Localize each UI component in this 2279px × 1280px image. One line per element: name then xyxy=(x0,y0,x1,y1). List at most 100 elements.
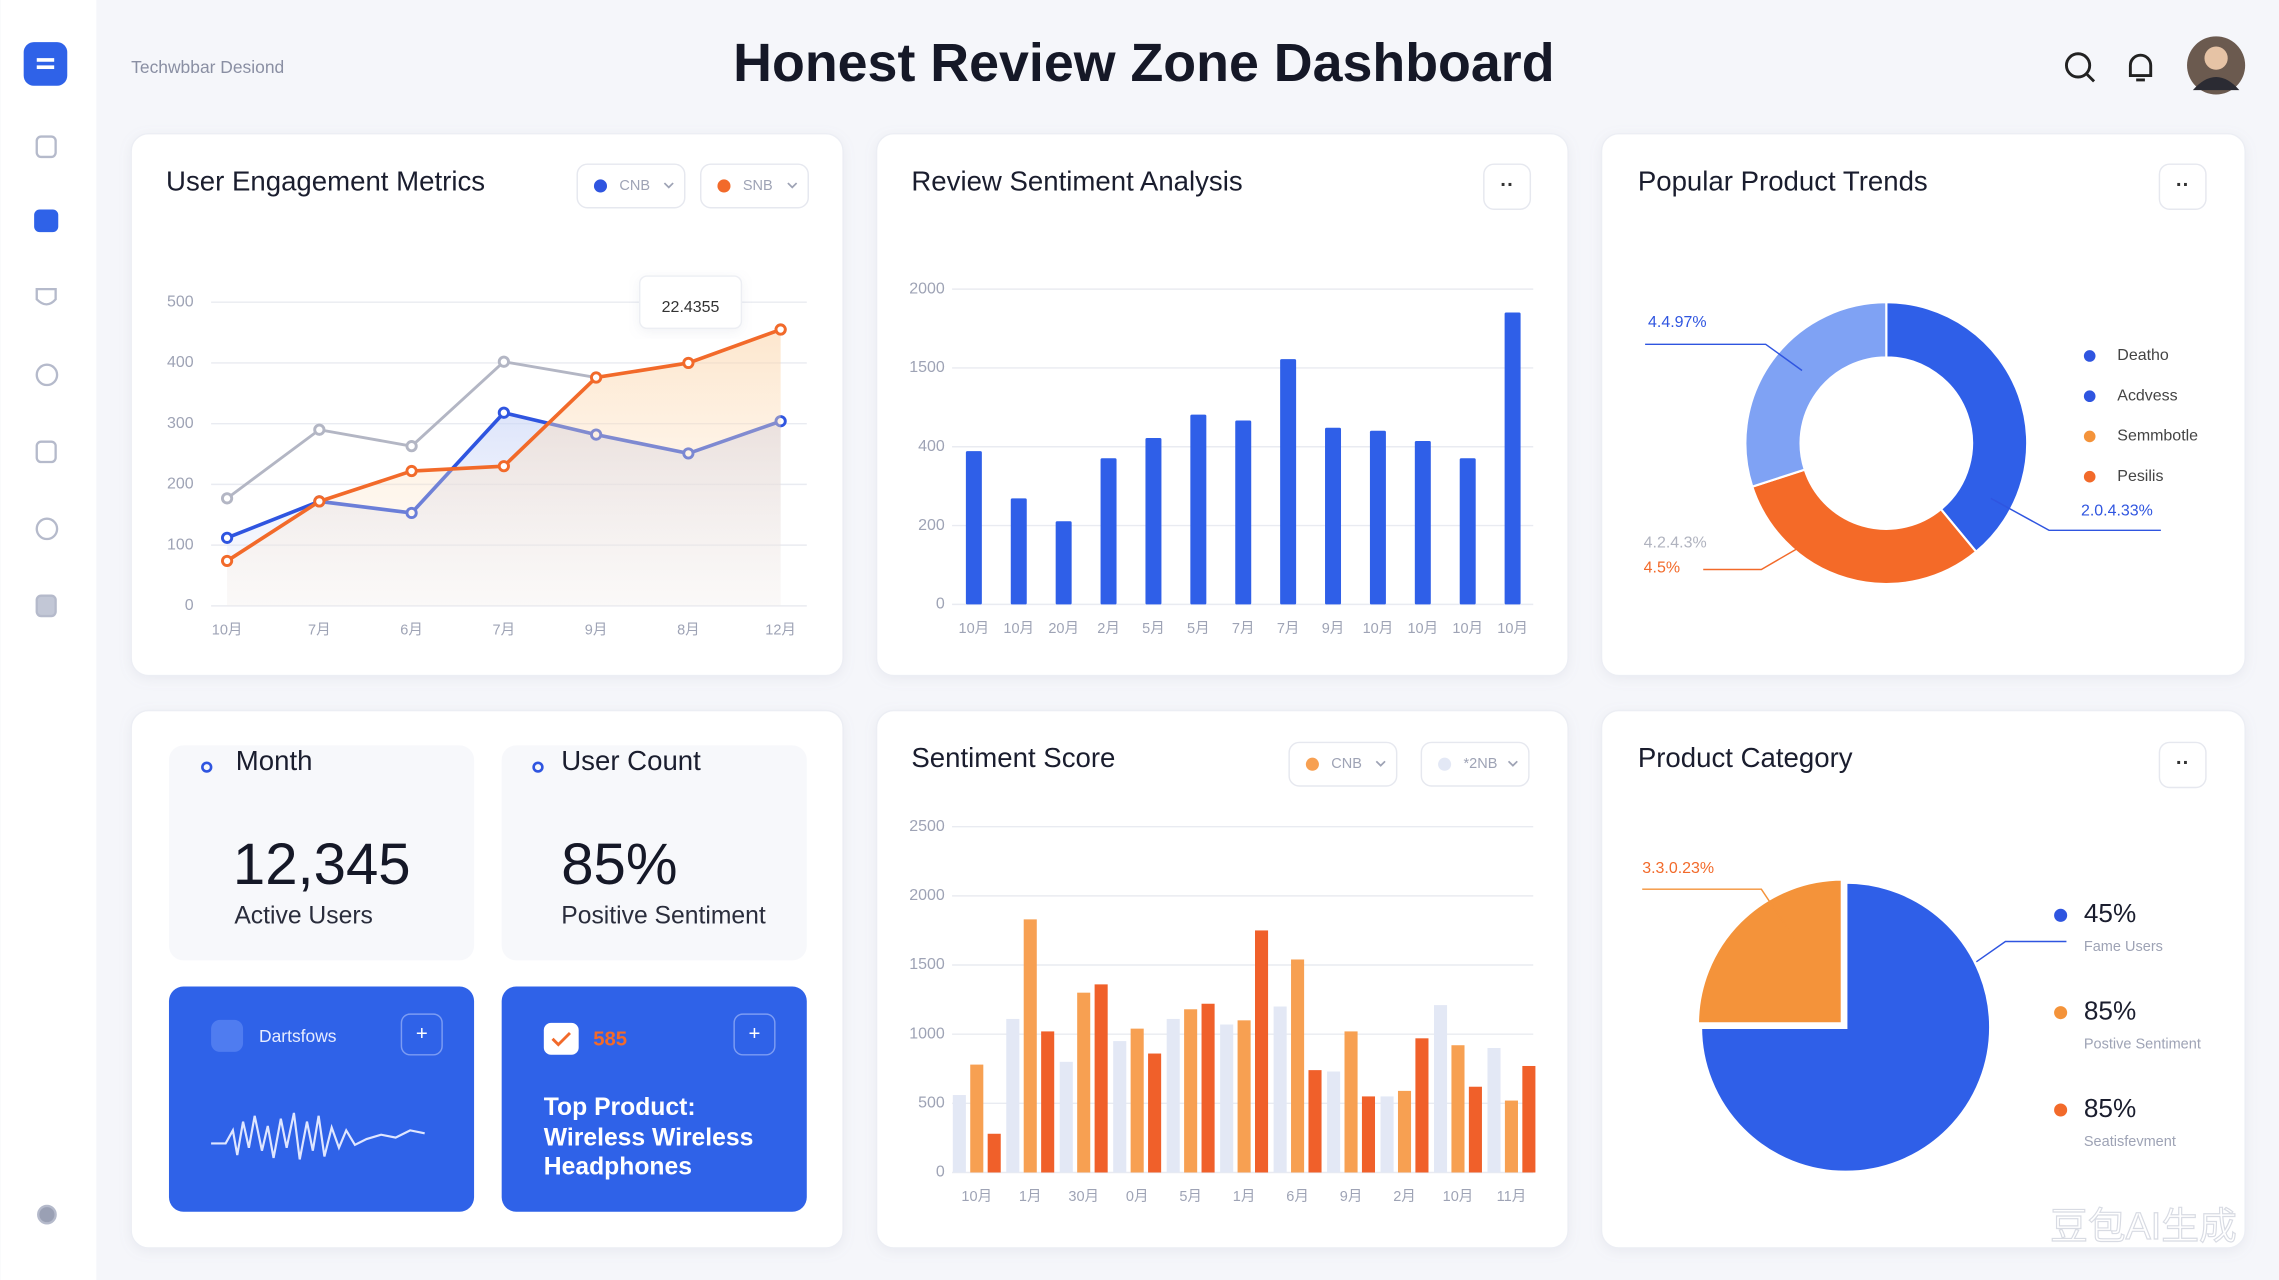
bell-icon[interactable] xyxy=(2128,53,2153,82)
app-logo[interactable] xyxy=(23,42,68,86)
bar xyxy=(1184,1009,1198,1173)
tooltip-text: 22.4355 xyxy=(662,299,720,316)
legend-pill[interactable] xyxy=(1288,741,1398,787)
bar xyxy=(1145,438,1162,605)
point xyxy=(313,495,326,508)
x-tick-label: 10月 xyxy=(961,1189,992,1205)
bar xyxy=(1414,440,1431,605)
menu-button[interactable] xyxy=(1483,163,1532,210)
legend-label: 85% xyxy=(2084,1093,2136,1123)
legend-pill[interactable] xyxy=(576,163,686,209)
legend-swatch xyxy=(1438,757,1452,771)
y-tick-label: 1500 xyxy=(909,956,945,973)
x-tick-label: 6月 xyxy=(400,622,423,638)
bar xyxy=(1280,359,1297,605)
add-button[interactable] xyxy=(733,1013,776,1056)
bar xyxy=(1504,312,1521,605)
bar xyxy=(965,451,982,605)
bar xyxy=(1361,1096,1376,1173)
menu-button[interactable] xyxy=(2158,163,2207,210)
stat-dot xyxy=(532,761,544,773)
bar xyxy=(1504,1100,1518,1173)
bar xyxy=(1369,430,1386,605)
add-button[interactable] xyxy=(400,1013,443,1056)
bar xyxy=(1255,930,1269,1173)
y-tick-label: 2500 xyxy=(909,818,945,835)
menu-button[interactable] xyxy=(2158,741,2207,789)
check-box xyxy=(543,1022,579,1055)
x-tick-label: 11月 xyxy=(1497,1189,1527,1205)
legend-pill[interactable] xyxy=(1420,741,1530,787)
point xyxy=(405,464,418,478)
bar xyxy=(1190,414,1207,605)
nav-icon[interactable] xyxy=(35,135,57,159)
x-tick-label: 7月 xyxy=(1277,621,1300,637)
x-tick-label: 7月 xyxy=(493,622,516,638)
promo-label: Dartsfows xyxy=(259,1026,337,1046)
point xyxy=(497,460,510,473)
sidebar xyxy=(0,0,97,1280)
y-tick-label: 200 xyxy=(167,476,194,493)
nav-icon[interactable] xyxy=(35,287,57,306)
legend-caret xyxy=(663,182,674,189)
pie-slice xyxy=(1695,877,1845,1026)
x-tick-label: 1月 xyxy=(1019,1189,1042,1205)
x-tick-label: 10月 xyxy=(1407,621,1438,637)
legend-label: CNB xyxy=(619,178,650,194)
add-glyph: + xyxy=(749,1023,761,1045)
promo-line: Headphones xyxy=(544,1154,692,1181)
legend-swatch xyxy=(2083,430,2096,443)
stat-title: User Count xyxy=(561,745,701,776)
x-tick-label: 9月 xyxy=(1322,621,1345,637)
nav-icon[interactable] xyxy=(37,1204,57,1225)
stat-panel xyxy=(501,745,807,961)
card xyxy=(875,132,1569,677)
legend-pill[interactable] xyxy=(699,163,809,209)
y-tick-label: 1000 xyxy=(909,1025,945,1042)
bar xyxy=(1100,458,1117,605)
bar xyxy=(1077,992,1091,1173)
promo-card[interactable] xyxy=(168,986,475,1212)
x-tick-label: 10月 xyxy=(1497,621,1528,637)
legend-label: *2NB xyxy=(1463,756,1497,772)
bar xyxy=(1130,1028,1144,1173)
watermark: 豆包AI生成 xyxy=(2050,1206,2237,1248)
chart-title: User Engagement Metrics xyxy=(166,165,485,196)
donut-segment xyxy=(1885,301,2029,554)
logo-glyph xyxy=(36,58,55,62)
nav-icon[interactable] xyxy=(35,440,57,464)
x-tick-label: 6月 xyxy=(1286,1189,1309,1205)
x-tick-label: 10月 xyxy=(1443,1189,1474,1205)
annotation: 3.3.0.23% xyxy=(1642,860,1714,877)
point xyxy=(220,554,234,568)
add-glyph: + xyxy=(416,1023,428,1045)
legend-swatch xyxy=(2083,470,2096,483)
x-tick-label: 10月 xyxy=(212,622,243,638)
nav-icon[interactable] xyxy=(35,363,59,387)
legend-label: CNB xyxy=(1331,756,1362,772)
legend-caret xyxy=(1375,760,1386,767)
bar xyxy=(1434,1005,1448,1173)
x-tick-label: 10月 xyxy=(1452,621,1483,637)
search-icon[interactable] xyxy=(2064,52,2092,79)
annotation: 2.0.4.33% xyxy=(2081,503,2153,520)
legend-label: Pesilis xyxy=(2117,468,2163,485)
stat-value: 12,345 xyxy=(233,832,411,897)
annotation: 4.5% xyxy=(1644,559,1680,576)
stat-dot xyxy=(201,761,213,773)
chart-title: Popular Product Trends xyxy=(1638,165,1928,196)
legend-swatch xyxy=(1305,757,1319,771)
legend-swatch xyxy=(717,179,731,193)
nav-icon[interactable] xyxy=(34,209,59,233)
y-tick-label: 400 xyxy=(918,438,945,455)
legend-swatch xyxy=(2054,1006,2068,1020)
bar xyxy=(1201,1003,1215,1173)
nav-icon[interactable] xyxy=(35,594,57,618)
nav-icon[interactable] xyxy=(35,517,59,541)
menu-buttons: ·· ·· ·· xyxy=(1483,163,2207,789)
legend-sublabel: Fame Users xyxy=(2084,939,2163,955)
donut-segment xyxy=(1750,468,1978,586)
leader-line xyxy=(1645,343,1803,372)
bar xyxy=(1327,1071,1341,1173)
